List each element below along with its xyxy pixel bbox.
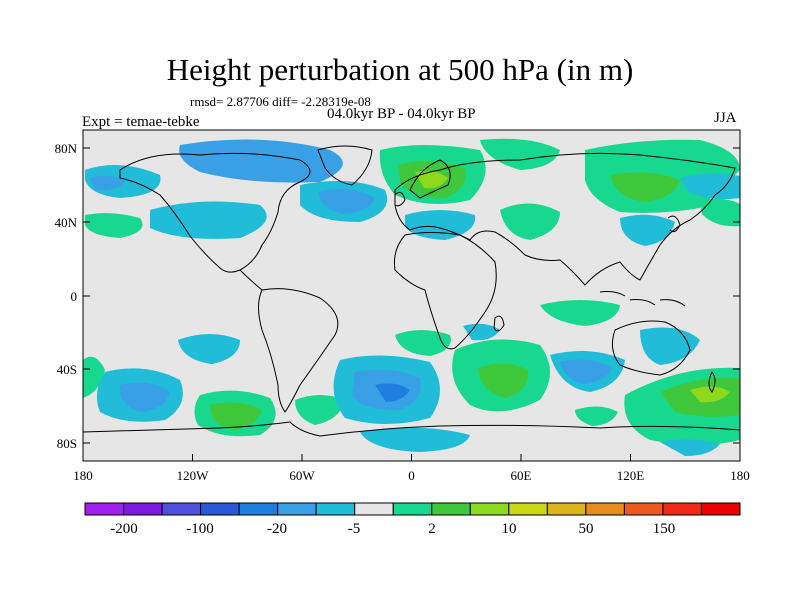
colorbar-swatch [84,502,125,516]
contour-blob [90,175,125,191]
coastline-australia [611,320,691,376]
contour-blob [83,356,105,398]
coastline-scandinavia [409,159,451,199]
lat-label: 40N [55,215,78,230]
coastline-antarctica [83,421,740,437]
colorbar-swatch [508,502,548,516]
lon-label: 120E [617,468,645,483]
colorbar-swatch [238,502,279,516]
contour-blob [560,359,612,384]
coastline-central-america [239,269,263,291]
contour-fills [83,138,740,456]
lon-label: 60E [511,468,532,483]
contour-blob [150,201,267,239]
coastlines [83,145,740,437]
colorbar-swatch [546,502,587,516]
contour-blob [610,172,680,202]
colorbar-swatch [315,502,356,516]
contour-blob [640,327,700,365]
colorbar-swatch [123,502,163,516]
x-axis [82,454,741,461]
contour-blob [540,300,620,326]
contour-blob [360,427,470,452]
colorbar-swatch [200,502,240,516]
colorbar-swatch [585,502,625,516]
colorbar-label: 50 [579,521,594,537]
contour-blob [415,170,448,189]
contour-blob [690,386,730,403]
colorbar-label: -20 [267,521,287,537]
colorbar-swatch [469,502,510,516]
colorbar-swatch [431,502,471,516]
coastline-madagascar [493,315,505,332]
colorbar-label: -200 [110,521,138,537]
coastline-greenland [317,145,373,186]
contour-blob [119,382,170,412]
contour-blob [478,363,529,398]
plot-title: Height perturbation at 500 hPa (in m) [166,52,634,87]
contour-blob [575,406,618,426]
lat-label: 0 [71,289,78,304]
colorbar-swatch [700,502,741,516]
colorbar-label: -100 [186,521,214,537]
lon-label: 0 [408,468,415,483]
contour-blob [480,138,560,170]
contour-blob [318,189,375,214]
contour-blob [620,214,675,246]
contour-blob [85,213,143,238]
contour-blob [395,330,451,356]
contour-blob [660,439,720,456]
colorbar-swatch [354,502,394,516]
contour-blob [463,323,500,341]
coastline-north-america [119,152,311,273]
lat-label: 80S [57,436,77,451]
period-line: 04.0kyr BP - 04.0kyr BP [327,106,476,122]
contour-blob [178,334,240,364]
contour-blob [700,198,740,227]
lat-label: 80N [55,141,78,156]
lon-label: 180 [73,468,93,483]
coastline-africa [394,232,497,350]
lat-label: 40S [57,362,77,377]
stats-line: rmsd= 2.87706 diff= -2.28319e-08 [190,94,371,109]
experiment-label: Expt = temae-tebke [82,114,200,130]
colorbar-label: 10 [502,521,517,537]
contour-blob [500,203,560,240]
colorbar-swatch [392,502,433,516]
season-label: JJA [714,110,737,126]
contour-blob [680,173,740,200]
coastline-new-zealand [708,371,716,393]
coastline-uk [394,191,406,207]
colorbar-swatch [662,502,702,516]
colorbar [84,502,741,516]
y-axis [83,147,740,444]
coastline-indonesia [599,291,686,307]
colorbar-swatch [623,502,664,516]
lon-label: 180 [730,468,750,483]
colorbar-swatch [161,502,202,516]
contour-blob [210,402,262,430]
coastline-south-america [258,288,339,413]
contour-blob [375,383,410,402]
colorbar-swatch [277,502,317,516]
lon-label: 60W [289,468,315,483]
contour-blob [295,395,345,425]
colorbar-label: -5 [348,521,361,537]
colorbar-label: 150 [653,521,676,537]
contour-blob [179,139,343,183]
coastline-japan [667,215,681,233]
lon-label: 120W [177,468,210,483]
colorbar-label: 2 [428,521,436,537]
